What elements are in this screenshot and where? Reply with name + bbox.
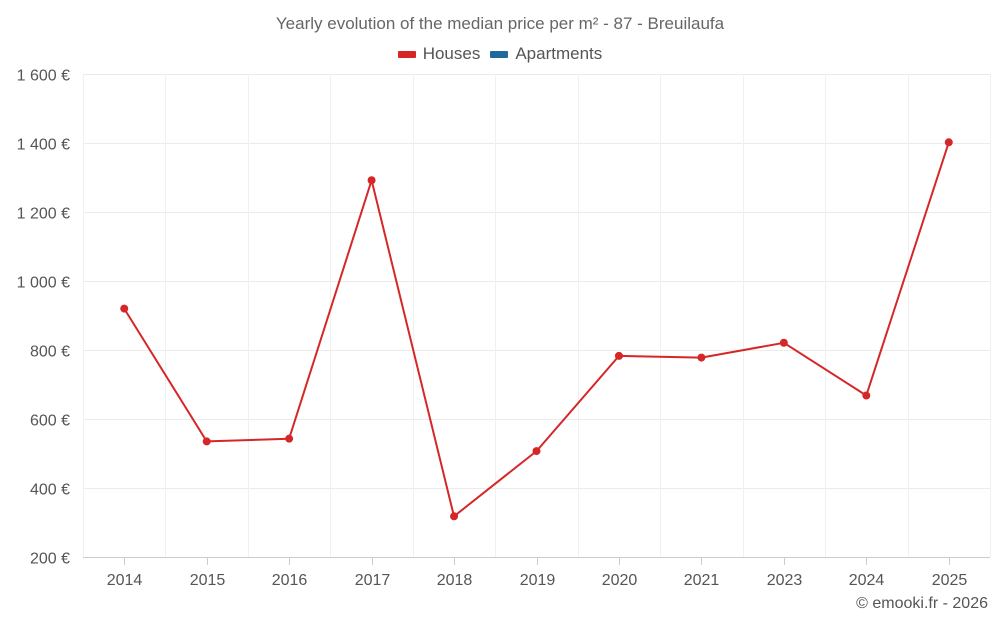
- x-tick-label: 2024: [849, 572, 885, 589]
- data-point[interactable]: [779, 338, 788, 347]
- data-point[interactable]: [862, 391, 871, 400]
- legend-label-apartments: Apartments: [515, 44, 603, 63]
- data-point[interactable]: [944, 138, 953, 147]
- x-tick-label: 2025: [932, 572, 968, 589]
- x-axis-tick-labels: 2014 2015 2016 2017 2018 2019 2020 2021 2023 2024…: [107, 572, 968, 589]
- data-point[interactable]: [367, 176, 376, 185]
- x-tick-label: 2014: [107, 572, 143, 589]
- data-point[interactable]: [697, 353, 706, 362]
- legend-label-houses: Houses: [422, 44, 481, 63]
- x-tick-label: 2015: [190, 572, 226, 589]
- y-tick-label: 1 200 €: [17, 206, 70, 223]
- data-point[interactable]: [285, 434, 294, 443]
- legend-item-apartments[interactable]: Apartments: [490, 44, 602, 64]
- data-point[interactable]: [614, 351, 623, 360]
- chart-legend: Houses Apartments: [0, 44, 1000, 64]
- x-tick-label: 2019: [520, 572, 556, 589]
- y-tick-label: 800 €: [30, 344, 70, 361]
- data-point[interactable]: [532, 447, 541, 456]
- grid-layer: [83, 74, 991, 558]
- x-tick-label: 2017: [355, 572, 391, 589]
- x-tick-label: 2021: [684, 572, 720, 589]
- y-tick-label: 1 400 €: [17, 137, 70, 154]
- y-tick-label: 200 €: [30, 551, 70, 568]
- y-axis-tick-labels: 200 € 400 € 600 € 800 € 1 000 € 1 200 € 1 400 …: [17, 68, 70, 568]
- data-point[interactable]: [202, 437, 211, 446]
- x-tick-label: 2020: [602, 572, 638, 589]
- x-tick-label: 2023: [767, 572, 803, 589]
- legend-swatch-apartments: [490, 50, 509, 58]
- chart-title: Yearly evolution of the median price per…: [275, 14, 725, 33]
- x-tick-label: 2016: [272, 572, 308, 589]
- y-tick-label: 600 €: [30, 413, 70, 430]
- axis-layer: [83, 557, 990, 565]
- series-layer: [120, 138, 953, 521]
- x-tick-label: 2018: [437, 572, 473, 589]
- credit-text: © emooki.fr - 2026: [856, 595, 988, 612]
- y-tick-label: 400 €: [30, 482, 70, 499]
- y-tick-label: 1 000 €: [17, 275, 70, 292]
- legend-item-houses[interactable]: Houses: [397, 44, 481, 64]
- data-point[interactable]: [450, 512, 459, 521]
- y-tick-label: 1 600 €: [17, 68, 70, 85]
- data-point[interactable]: [120, 304, 129, 313]
- legend-swatch-houses: [397, 50, 416, 58]
